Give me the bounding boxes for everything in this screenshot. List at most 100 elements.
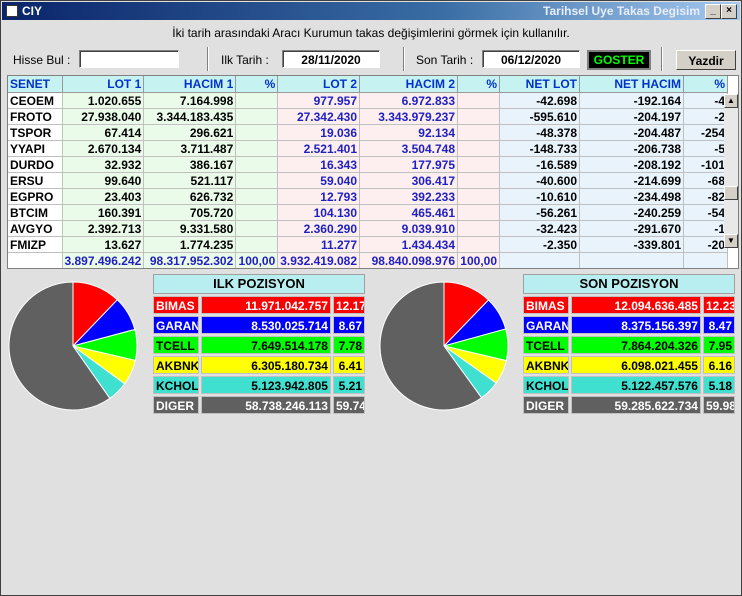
column-header[interactable]: % <box>235 76 279 93</box>
table-cell: 92.134 <box>359 124 458 141</box>
table-cell: 977.957 <box>277 92 360 109</box>
column-header[interactable]: % <box>457 76 500 93</box>
table-row[interactable]: EGPRO 23.403 626.732 12.793 392.233 -10.610 -2… <box>8 188 728 205</box>
position-pct: 7.95 <box>702 336 735 354</box>
table-cell: 177.975 <box>359 156 458 173</box>
table-cell: -254 <box>683 124 728 141</box>
minimize-icon[interactable]: _ <box>705 4 721 19</box>
table-cell: 6.972.833 <box>359 92 458 109</box>
scroll-thumb[interactable] <box>724 186 738 200</box>
table-cell: -234.498 <box>579 188 684 205</box>
table-cell <box>457 156 500 173</box>
table-row[interactable]: CEOEM 1.020.655 7.164.998 977.957 6.972.833 -… <box>8 92 728 109</box>
table-cell: CEOEM <box>8 92 63 109</box>
table-cell: -56.261 <box>499 204 580 221</box>
column-header[interactable]: LOT 1 <box>62 76 145 93</box>
ilk-pozisyon-table: ILK POZISYON BIMAS 11.971.042.757 12.17 GAR… <box>153 274 365 414</box>
table-cell: -10.610 <box>499 188 580 205</box>
table-cell: 32.932 <box>62 156 145 173</box>
data-grid[interactable]: SENET LOT 1 HACIM 1% LOT 2 HACIM 2% NET LOT NE… <box>7 75 739 269</box>
position-value: 5.123.942.805 <box>200 376 331 394</box>
table-cell: 1.774.235 <box>143 236 237 253</box>
table-cell: FMIZP <box>8 236 63 253</box>
son-tarih-input[interactable]: 06/12/2020 <box>482 50 580 68</box>
position-name: KCHOL <box>153 376 199 394</box>
pie-slice-diger <box>379 281 483 411</box>
position-name: BIMAS <box>153 296 199 314</box>
ilk-pozisyon-title: ILK POZISYON <box>153 274 365 294</box>
table-cell <box>457 236 500 253</box>
position-row: GARAN 8.375.156.397 8.47 <box>523 316 735 334</box>
column-header[interactable]: LOT 2 <box>277 76 360 93</box>
table-cell: 465.461 <box>359 204 458 221</box>
table-cell: 99.640 <box>62 172 145 189</box>
table-cell: -68 <box>683 172 728 189</box>
position-name: GARAN <box>153 316 199 334</box>
table-cell: 27.342.430 <box>277 108 360 125</box>
table-cell: -32.423 <box>499 220 580 237</box>
vertical-scrollbar[interactable]: ▲ ▼ <box>724 94 738 248</box>
table-cell <box>457 188 500 205</box>
table-cell <box>235 140 279 157</box>
position-name: TCELL <box>523 336 569 354</box>
total-cell: 3.932.419.082 <box>277 252 360 268</box>
table-cell: 67.414 <box>62 124 145 141</box>
ilk-tarih-label: Ilk Tarih : <box>221 53 269 67</box>
table-row[interactable]: FMIZP 13.627 1.774.235 11.277 1.434.434 -2.35… <box>8 236 728 253</box>
scroll-down-icon[interactable]: ▼ <box>724 234 738 248</box>
table-row[interactable]: BTCIM 160.391 705.720 104.130 465.461 -56.261… <box>8 204 728 221</box>
table-cell: 160.391 <box>62 204 145 221</box>
total-cell <box>499 252 580 268</box>
table-row[interactable]: DURDO 32.932 386.167 16.343 177.975 -16.589 -2… <box>8 156 728 173</box>
table-cell: -16.589 <box>499 156 580 173</box>
son-pozisyon-title: SON POZISYON <box>523 274 735 294</box>
table-cell: 2.521.401 <box>277 140 360 157</box>
table-cell: 27.938.040 <box>62 108 145 125</box>
table-row[interactable]: FROTO 27.938.040 3.344.183.435 27.342.430 3.… <box>8 108 728 125</box>
position-value: 7.649.514.178 <box>200 336 331 354</box>
goster-button[interactable]: GOSTER <box>587 50 651 70</box>
table-cell: 19.036 <box>277 124 360 141</box>
column-header[interactable]: % <box>683 76 728 93</box>
position-row: KCHOL 5.123.942.805 5.21 <box>153 376 365 394</box>
table-row[interactable]: AVGYO 2.392.713 9.331.580 2.360.290 9.039.91… <box>8 220 728 237</box>
hisse-input[interactable] <box>79 50 179 68</box>
position-pct: 59.98 <box>702 396 735 414</box>
position-value: 7.864.204.326 <box>570 336 701 354</box>
son-pie-chart <box>379 281 509 411</box>
position-pct: 12.23 <box>702 296 735 314</box>
position-name: GARAN <box>523 316 569 334</box>
position-value: 59.285.622.734 <box>570 396 701 414</box>
table-cell <box>235 108 279 125</box>
table-cell: -204.197 <box>579 108 684 125</box>
close-icon[interactable]: × <box>721 4 737 19</box>
table-cell: 9.331.580 <box>143 220 237 237</box>
table-row[interactable]: TSPOR 67.414 296.621 19.036 92.134 -48.378 -20… <box>8 124 728 141</box>
table-cell <box>457 124 500 141</box>
table-row[interactable]: YYAPI 2.670.134 3.711.487 2.521.401 3.504.74… <box>8 140 728 157</box>
table-cell: YYAPI <box>8 140 63 157</box>
column-header[interactable]: NET LOT <box>499 76 580 93</box>
column-header[interactable]: HACIM 2 <box>359 76 458 93</box>
title-bar[interactable]: CIY Tarihsel Uye Takas Degisim _ × <box>2 2 740 20</box>
position-pct: 6.16 <box>702 356 735 374</box>
column-header[interactable]: HACIM 1 <box>143 76 237 93</box>
table-cell: -1 <box>683 220 728 237</box>
table-cell: 386.167 <box>143 156 237 173</box>
table-cell: 2.392.713 <box>62 220 145 237</box>
scroll-up-icon[interactable]: ▲ <box>724 94 738 108</box>
position-row: TCELL 7.864.204.326 7.95 <box>523 336 735 354</box>
table-cell: -2.350 <box>499 236 580 253</box>
table-cell <box>457 140 500 157</box>
pie-slice-diger <box>8 281 111 411</box>
ilk-tarih-input[interactable]: 28/11/2020 <box>282 50 380 68</box>
position-row: AKBNK 6.305.180.734 6.41 <box>153 356 365 374</box>
total-cell: 98.840.098.976 <box>359 252 458 268</box>
column-header[interactable]: SENET <box>8 76 63 93</box>
total-cell <box>579 252 684 268</box>
table-cell <box>235 204 279 221</box>
yazdir-button[interactable]: Yazdir <box>676 50 736 70</box>
column-header[interactable]: NET HACIM <box>579 76 684 93</box>
table-cell: TSPOR <box>8 124 63 141</box>
table-row[interactable]: ERSU 99.640 521.117 59.040 306.417 -40.600 -21… <box>8 172 728 189</box>
